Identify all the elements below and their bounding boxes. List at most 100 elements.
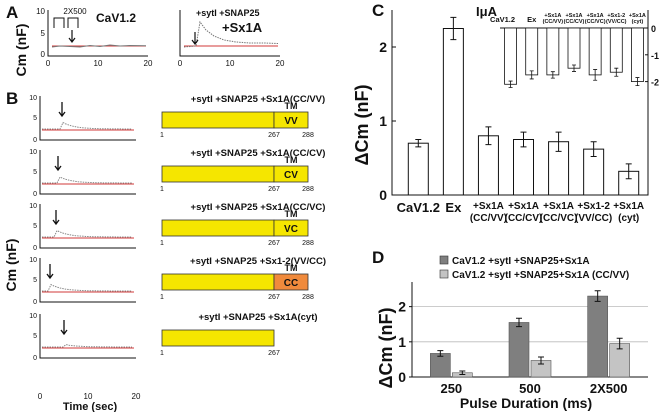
panel-b-row-axes (39, 314, 136, 359)
panel-b-row: 10 5 0 +sytI +SNAP25 +Sx1A(CC/VV) VV TM 288 1 26… (29, 94, 325, 144)
panel-c-xtick-label: +Sx1A (473, 201, 504, 212)
panel-b-row: 10 5 0 +sytI +SNAP25 +Sx1A(CC/CV) CV TM 288 1 26… (29, 148, 325, 198)
panel-b-row: 10 5 0 +sytI +SNAP25 +Sx1A(cyt) 1 267 (29, 312, 317, 362)
panel-a-ytick-5: 5 (41, 29, 46, 38)
panel-c-error-bar (415, 139, 422, 148)
panel-b-row-tm-label: TM (285, 155, 298, 165)
panel-d-legend-label-1: CaV1.2 +sytI +SNAP25+Sx1A (452, 256, 590, 267)
panel-a-ytick-0: 0 (41, 50, 46, 59)
panel-b-xtick-10: 10 (84, 392, 93, 401)
panel-b-row-tm-residues: VC (284, 224, 298, 235)
panel-c-inset-xtick-label: (CC/CV) (564, 19, 585, 25)
panel-c-error-bar (625, 163, 632, 180)
panel-b-row-label: +sytI +SNAP25 +Sx1A(CC/CV) (191, 148, 326, 159)
panel-b-row-trace (42, 176, 132, 184)
panel-b-row-end-residue: 288 (302, 240, 314, 247)
panel-c-bar (513, 139, 535, 196)
panel-d-xlabel: Pulse Duration (ms) (460, 395, 592, 411)
panel-b-row-axes (39, 258, 136, 303)
panel-b-row-ytick-10: 10 (29, 95, 37, 102)
panel-a-left-axes (47, 10, 148, 57)
panel-b-row-ytick-10: 10 (29, 149, 37, 156)
panel-c-inset-xtick-label: (CC/VC) (585, 19, 606, 25)
panel-c-inset-xtick-label: +Sx1A (544, 13, 561, 19)
panel-b-row-mid-residue: 267 (268, 132, 280, 139)
panel-c-bar (407, 142, 429, 196)
panel-d-error-bar (459, 370, 466, 376)
panel-b-row-ytick-10: 10 (29, 257, 37, 264)
panel-b-row-mid-residue: 267 (268, 350, 280, 357)
panel-b-row-ytick-5: 5 (33, 277, 37, 284)
panel-a-right-label-1: +sytI +SNAP25 (196, 8, 260, 18)
panel-c-inset-error-bar (572, 64, 576, 72)
panel-a-right-xtick-10: 10 (226, 59, 235, 68)
panel-c-xtick-label: +Sx1A (613, 201, 644, 212)
panel-c-inset-xtick-label: (VV/CC) (606, 19, 627, 25)
panel-b-row-stimulus-arrow (52, 210, 60, 226)
panel-d-bar (587, 295, 608, 378)
panel-b-row-tm-domain (273, 165, 309, 183)
panel-b-row-axes (39, 96, 136, 141)
panel-c-ytick-label: 2 (379, 39, 387, 55)
panel-a-ylabel: Cm (nF) (13, 24, 29, 77)
panel-c-inset-error-bar (529, 70, 534, 80)
panel-b-row-axes (39, 204, 136, 249)
panel-c-inset-xtick-label: (cyt) (632, 19, 644, 25)
panel-b-row-tm-residues: VV (284, 116, 298, 127)
panel-c-bar (442, 28, 464, 196)
panel-b-row-stimulus-arrow (54, 156, 62, 172)
panel-b-row-ytick-0: 0 (33, 191, 37, 198)
panel-c-inset-xtick-label: +Sx1A (566, 13, 583, 19)
panel-b-row-tm-domain (273, 219, 309, 237)
panel-d-legend-swatch-2 (439, 269, 449, 279)
panel-c-inset-bar (525, 27, 539, 76)
panel-c-inset-ytick-label: -1 (651, 51, 659, 61)
panel-c-xtick-label: (CC/VC) (540, 213, 578, 224)
panel-d-legend-swatch-1 (439, 255, 449, 265)
panel-b-row-construct-bar (161, 273, 275, 291)
panel-a-protocol-label: 2X500 (63, 7, 87, 16)
panel-a-right-stimulus-arrow (191, 32, 199, 45)
panel-c-xtick-label: +Sx1-2 (577, 201, 610, 212)
panel-c-inset-xtick-label: (CC/VV) (543, 19, 564, 25)
panel-b-row-trace (42, 344, 132, 348)
panel-c-inset-xtick-label: Ex (527, 15, 537, 24)
panel-b-row-mid-residue: 267 (268, 240, 280, 247)
panel-c-inset-xtick-label: +Sx1A (629, 13, 646, 19)
panel-b-row-construct-bar (161, 219, 275, 237)
panel-b-row-tm-residues: CC (284, 278, 298, 289)
panel-c-letter: C (372, 1, 384, 20)
panel-b-row-trace (42, 121, 132, 130)
panel-b-row-mid-residue: 267 (268, 294, 280, 301)
panel-b-row-ytick-10: 10 (29, 203, 37, 210)
panel-c-inset-error-bar (593, 69, 598, 81)
panel-b-xtick-20: 20 (132, 392, 141, 401)
panel-a-right-xtick-20: 20 (276, 59, 285, 68)
panel-a-right-trace (183, 20, 279, 48)
panel-c-error-bar (520, 131, 527, 148)
panel-b-row-ytick-5: 5 (33, 223, 37, 230)
panel-c-xtick-label: (cyt) (618, 213, 639, 224)
panel-a-protocol-pulses (53, 17, 79, 28)
panel-b-row-end-residue: 288 (302, 294, 314, 301)
panel-d-axes (411, 282, 648, 378)
panel-b-row-construct-bar (161, 165, 275, 183)
panel-d-error-bar (594, 290, 601, 302)
panel-c-inset-error-bar (550, 71, 555, 79)
panel-d-error-bar (437, 350, 444, 357)
panel-b-xtick-0: 0 (38, 392, 43, 401)
panel-d: D ΔCm (nF) 0 1 2 250 500 2X500 CaV1.2 +sytI +… (372, 248, 648, 411)
panel-c-error-bar (450, 16, 457, 41)
panel-a-left-label: CaV1.2 (96, 11, 136, 25)
panel-d-error-bar (538, 356, 544, 365)
panel-b-row-tm-domain (273, 273, 309, 291)
panel-c-xtick-label: +Sx1A (508, 201, 539, 212)
panel-c-inset-error-bar (635, 77, 640, 87)
panel-d-ytick-label: 1 (398, 334, 406, 350)
panel-b-xlabel: Time (sec) (63, 401, 118, 412)
panel-b-row-label: +sytI +SNAP25 +Sx1A(cyt) (198, 312, 317, 323)
panel-b-row-tm-domain (273, 111, 309, 129)
panel-a-ytick-10: 10 (36, 7, 45, 16)
